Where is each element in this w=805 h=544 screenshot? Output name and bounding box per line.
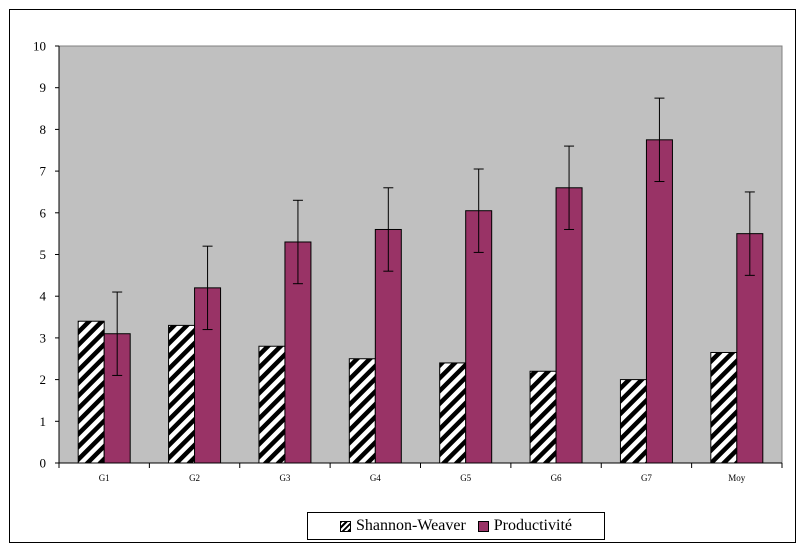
- y-tick-label: 3: [40, 330, 47, 345]
- y-tick-label: 9: [40, 80, 47, 95]
- y-tick-label: 8: [40, 122, 47, 137]
- y-tick-label: 6: [40, 205, 47, 220]
- bar-shannon-weaver: [348, 358, 376, 464]
- bars-layer: [77, 139, 764, 464]
- y-tick-label: 10: [33, 39, 46, 54]
- y-tick-label: 2: [40, 372, 47, 387]
- plot-area: [58, 45, 783, 464]
- bar-productivite: [645, 139, 673, 464]
- bar-shannon-weaver: [619, 379, 647, 464]
- legend-label-shannon: Shannon-Weaver: [356, 517, 466, 534]
- x-tick-label: G6: [551, 473, 562, 483]
- y-tick-label: 0: [40, 456, 47, 471]
- bar-shannon-weaver: [529, 370, 557, 464]
- error-bars-layer: [112, 97, 755, 376]
- x-tick-label: G4: [370, 473, 381, 483]
- x-tick-label: G2: [189, 473, 200, 483]
- legend-swatch-solid: [477, 520, 489, 532]
- bar-productivite: [736, 233, 764, 464]
- bar-shannon-weaver: [77, 320, 105, 464]
- x-tick-label: G5: [460, 473, 471, 483]
- bar-shannon-weaver: [258, 345, 286, 464]
- y-tick-label: 7: [40, 164, 47, 179]
- axes-layer: G1 G2 G3 G4 G5 G6 G7 Moy 0 1 2 3 4 5 6 7 8 9 10: [33, 39, 783, 483]
- y-tick-label: 5: [40, 247, 47, 262]
- legend-swatch-hatch: [340, 520, 351, 532]
- x-tick-label: G7: [641, 473, 652, 483]
- x-tick-label: G1: [99, 473, 110, 483]
- x-tick-label: G3: [279, 473, 290, 483]
- legend-entry-productivite: Productivité: [477, 517, 572, 535]
- y-tick-label: 1: [40, 414, 47, 429]
- y-tick-label: 4: [40, 289, 47, 304]
- legend-entry-shannon: Shannon-Weaver: [340, 517, 466, 535]
- bar-shannon-weaver: [168, 324, 196, 464]
- bar-shannon-weaver: [710, 351, 738, 464]
- bar-shannon-weaver: [439, 362, 467, 464]
- legend: Shannon-Weaver Productivité: [307, 512, 605, 540]
- x-tick-label: Moy: [728, 473, 746, 483]
- legend-label-productivite: Productivité: [493, 517, 572, 534]
